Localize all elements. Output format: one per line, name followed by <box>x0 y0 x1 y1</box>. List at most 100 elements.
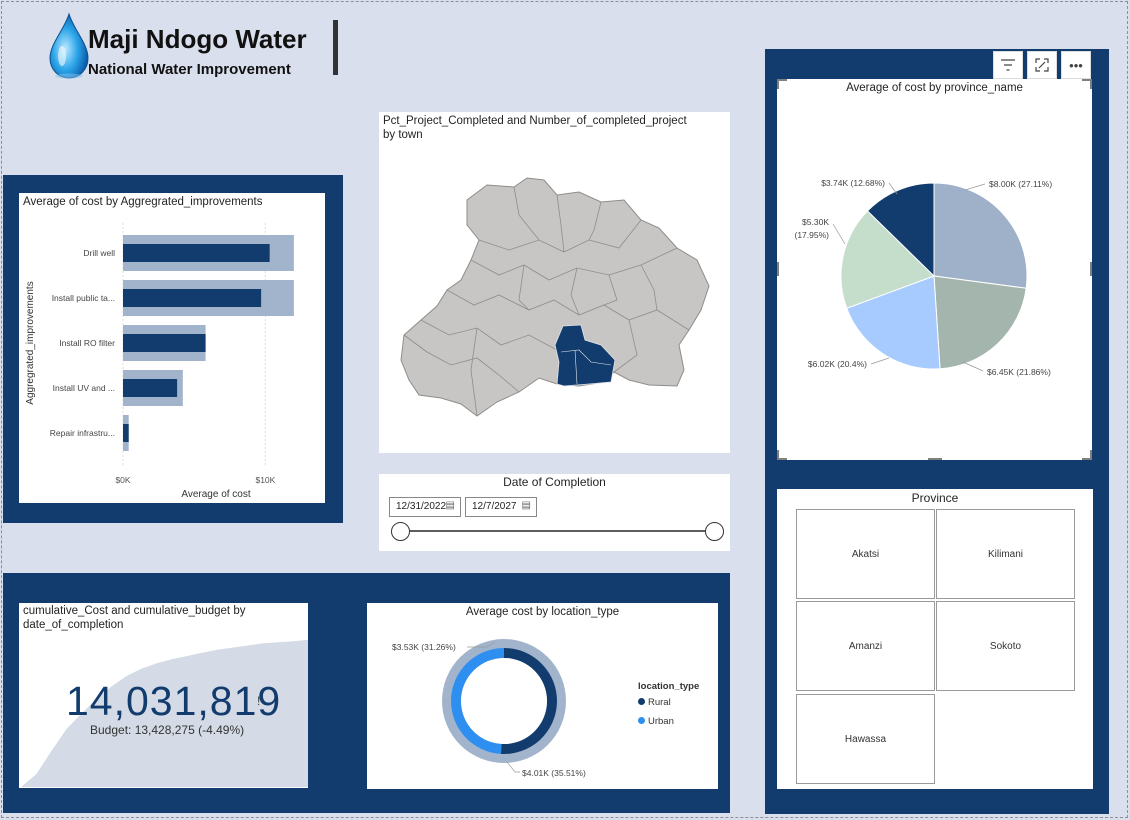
date-slicer-title: Date of Completion <box>503 475 606 489</box>
province-tile-kilimani[interactable]: Kilimani <box>936 509 1075 599</box>
pie-data-label: (17.95%) <box>795 230 830 240</box>
map-region-outline[interactable] <box>400 177 710 417</box>
map-selected-town[interactable] <box>554 324 616 387</box>
x-tick-label: $10K <box>255 475 275 485</box>
bar-value-0 <box>123 244 270 262</box>
bar-value-4 <box>123 424 129 442</box>
kpi-title-line1: cumulative_Cost and cumulative_budget by <box>23 605 246 617</box>
pie-slice-0 <box>933 182 1028 289</box>
pie-title: Average of cost by province_name <box>846 82 1023 94</box>
donut-legend-title: location_type <box>638 681 700 692</box>
bar-value-1 <box>123 289 262 307</box>
more-options-icon[interactable]: ••• <box>1061 51 1091 79</box>
pie-data-label: $6.02K (20.4%) <box>808 359 867 369</box>
x-axis-label: Average of cost <box>181 489 251 500</box>
pie-data-label: $5.30K <box>802 217 829 227</box>
resize-handle <box>1082 458 1092 460</box>
legend-label-urban: Urban <box>648 716 674 727</box>
donut-slice-rural <box>500 648 557 754</box>
resize-handle <box>928 458 942 460</box>
end-date-input[interactable]: 12/7/2027 ▤ <box>465 497 537 517</box>
province-tile-amanzi[interactable]: Amanzi <box>796 601 935 691</box>
legend-item-rural[interactable]: Rural <box>638 697 671 708</box>
province-tile-sokoto[interactable]: Sokoto <box>936 601 1075 691</box>
brand-title: Maji Ndogo Water <box>88 24 307 54</box>
date-slider-track[interactable] <box>400 530 714 532</box>
kpi-flag: ! <box>257 694 261 708</box>
kpi-value: 14,031,819 <box>66 678 282 724</box>
resize-handle <box>1090 450 1092 460</box>
pie-leader-line <box>888 182 898 195</box>
pie-data-label: $6.45K (21.86%) <box>987 367 1051 377</box>
kpi-budget: Budget: 13,428,275 (-4.49%) <box>90 723 245 737</box>
pie-leader-line <box>962 361 984 372</box>
town-map[interactable] <box>379 140 730 450</box>
resize-handle <box>1090 262 1092 276</box>
province-tile-hawassa[interactable]: Hawassa <box>796 694 935 784</box>
pie-leader-line <box>870 357 890 365</box>
resize-handle <box>1082 79 1092 81</box>
location-donut-chart: $3.53K (31.26%) $4.01K (35.51%) <box>392 639 586 778</box>
x-tick-label: $0K <box>115 475 130 485</box>
legend-item-urban[interactable]: Urban <box>638 716 674 727</box>
bar-category-label: Repair infrastru... <box>50 428 115 438</box>
resize-handle <box>777 262 779 276</box>
province-slicer-title: Province <box>911 491 959 505</box>
date-slider-start-handle[interactable] <box>391 522 410 541</box>
resize-handle <box>1090 79 1092 89</box>
donut-leader-line <box>506 761 520 773</box>
resize-handle <box>777 458 787 460</box>
bar-category-label: Install UV and ... <box>53 383 115 393</box>
date-slider-end-handle[interactable] <box>705 522 724 541</box>
donut-label-urban: $3.53K (31.26%) <box>392 642 456 652</box>
resize-handle <box>777 79 779 89</box>
pie-slice-2 <box>846 275 941 370</box>
bar-chart-title: Average of cost by Aggregrated_improveme… <box>23 196 263 208</box>
pie-slice-3 <box>840 210 935 309</box>
resize-handle <box>777 450 779 460</box>
bar-category-label: Install RO filter <box>59 338 115 348</box>
kpi-card[interactable] <box>19 603 308 788</box>
focus-mode-icon[interactable] <box>1027 51 1057 79</box>
map-title-line2: by town <box>383 129 423 141</box>
donut-slice-urban <box>451 648 504 754</box>
calendar-icon[interactable]: ▤ <box>521 500 531 511</box>
water-drop-logo <box>49 12 89 79</box>
brand-subtitle: National Water Improvement <box>88 61 291 78</box>
province-tile-akatsi[interactable]: Akatsi <box>796 509 935 599</box>
bar-category-label: Install public ta... <box>52 293 115 303</box>
end-date-value: 12/7/2027 <box>472 501 517 512</box>
filter-icon[interactable] <box>993 51 1023 79</box>
pie-slice-4 <box>866 182 935 278</box>
pie-slice-1 <box>933 275 1027 370</box>
map-title-line1: Pct_Project_Completed and Number_of_comp… <box>383 115 687 127</box>
donut-hole <box>461 658 547 744</box>
cumulative-area-chart <box>21 639 308 787</box>
date-slicer-card <box>379 474 730 551</box>
pie-data-label: $3.74K (12.68%) <box>821 178 885 188</box>
y-axis-label: Aggregrated_improvements <box>25 281 36 404</box>
start-date-value: 12/31/2022 <box>396 501 447 512</box>
bar-chart: Drill well Install public ta... Install RO… <box>25 223 294 500</box>
legend-dot-rural <box>638 698 645 705</box>
pie-leader-line <box>964 183 986 191</box>
bar-value-3 <box>123 379 178 397</box>
pie-leader-line <box>832 223 846 245</box>
donut-title: Average cost by location_type <box>465 606 620 618</box>
pie-data-label: $8.00K (27.11%) <box>989 179 1052 189</box>
brand-divider <box>333 20 338 75</box>
kpi-title-line2: date_of_completion <box>23 619 124 631</box>
calendar-icon[interactable]: ▤ <box>445 500 455 511</box>
donut-leader-line <box>467 641 496 648</box>
donut-label-rural: $4.01K (35.51%) <box>522 768 586 778</box>
map-selected-borders <box>560 349 612 385</box>
start-date-input[interactable]: 12/31/2022 ▤ <box>389 497 461 517</box>
resize-handle <box>777 79 787 81</box>
bar-category-label: Drill well <box>83 248 115 258</box>
legend-label-rural: Rural <box>648 697 671 708</box>
province-pie-chart: $8.00K (27.11%) $6.45K (21.86%) $6.02K (20… <box>795 178 1053 377</box>
bar-value-2 <box>123 334 206 352</box>
map-town-borders <box>403 186 690 417</box>
legend-dot-urban <box>638 717 645 724</box>
